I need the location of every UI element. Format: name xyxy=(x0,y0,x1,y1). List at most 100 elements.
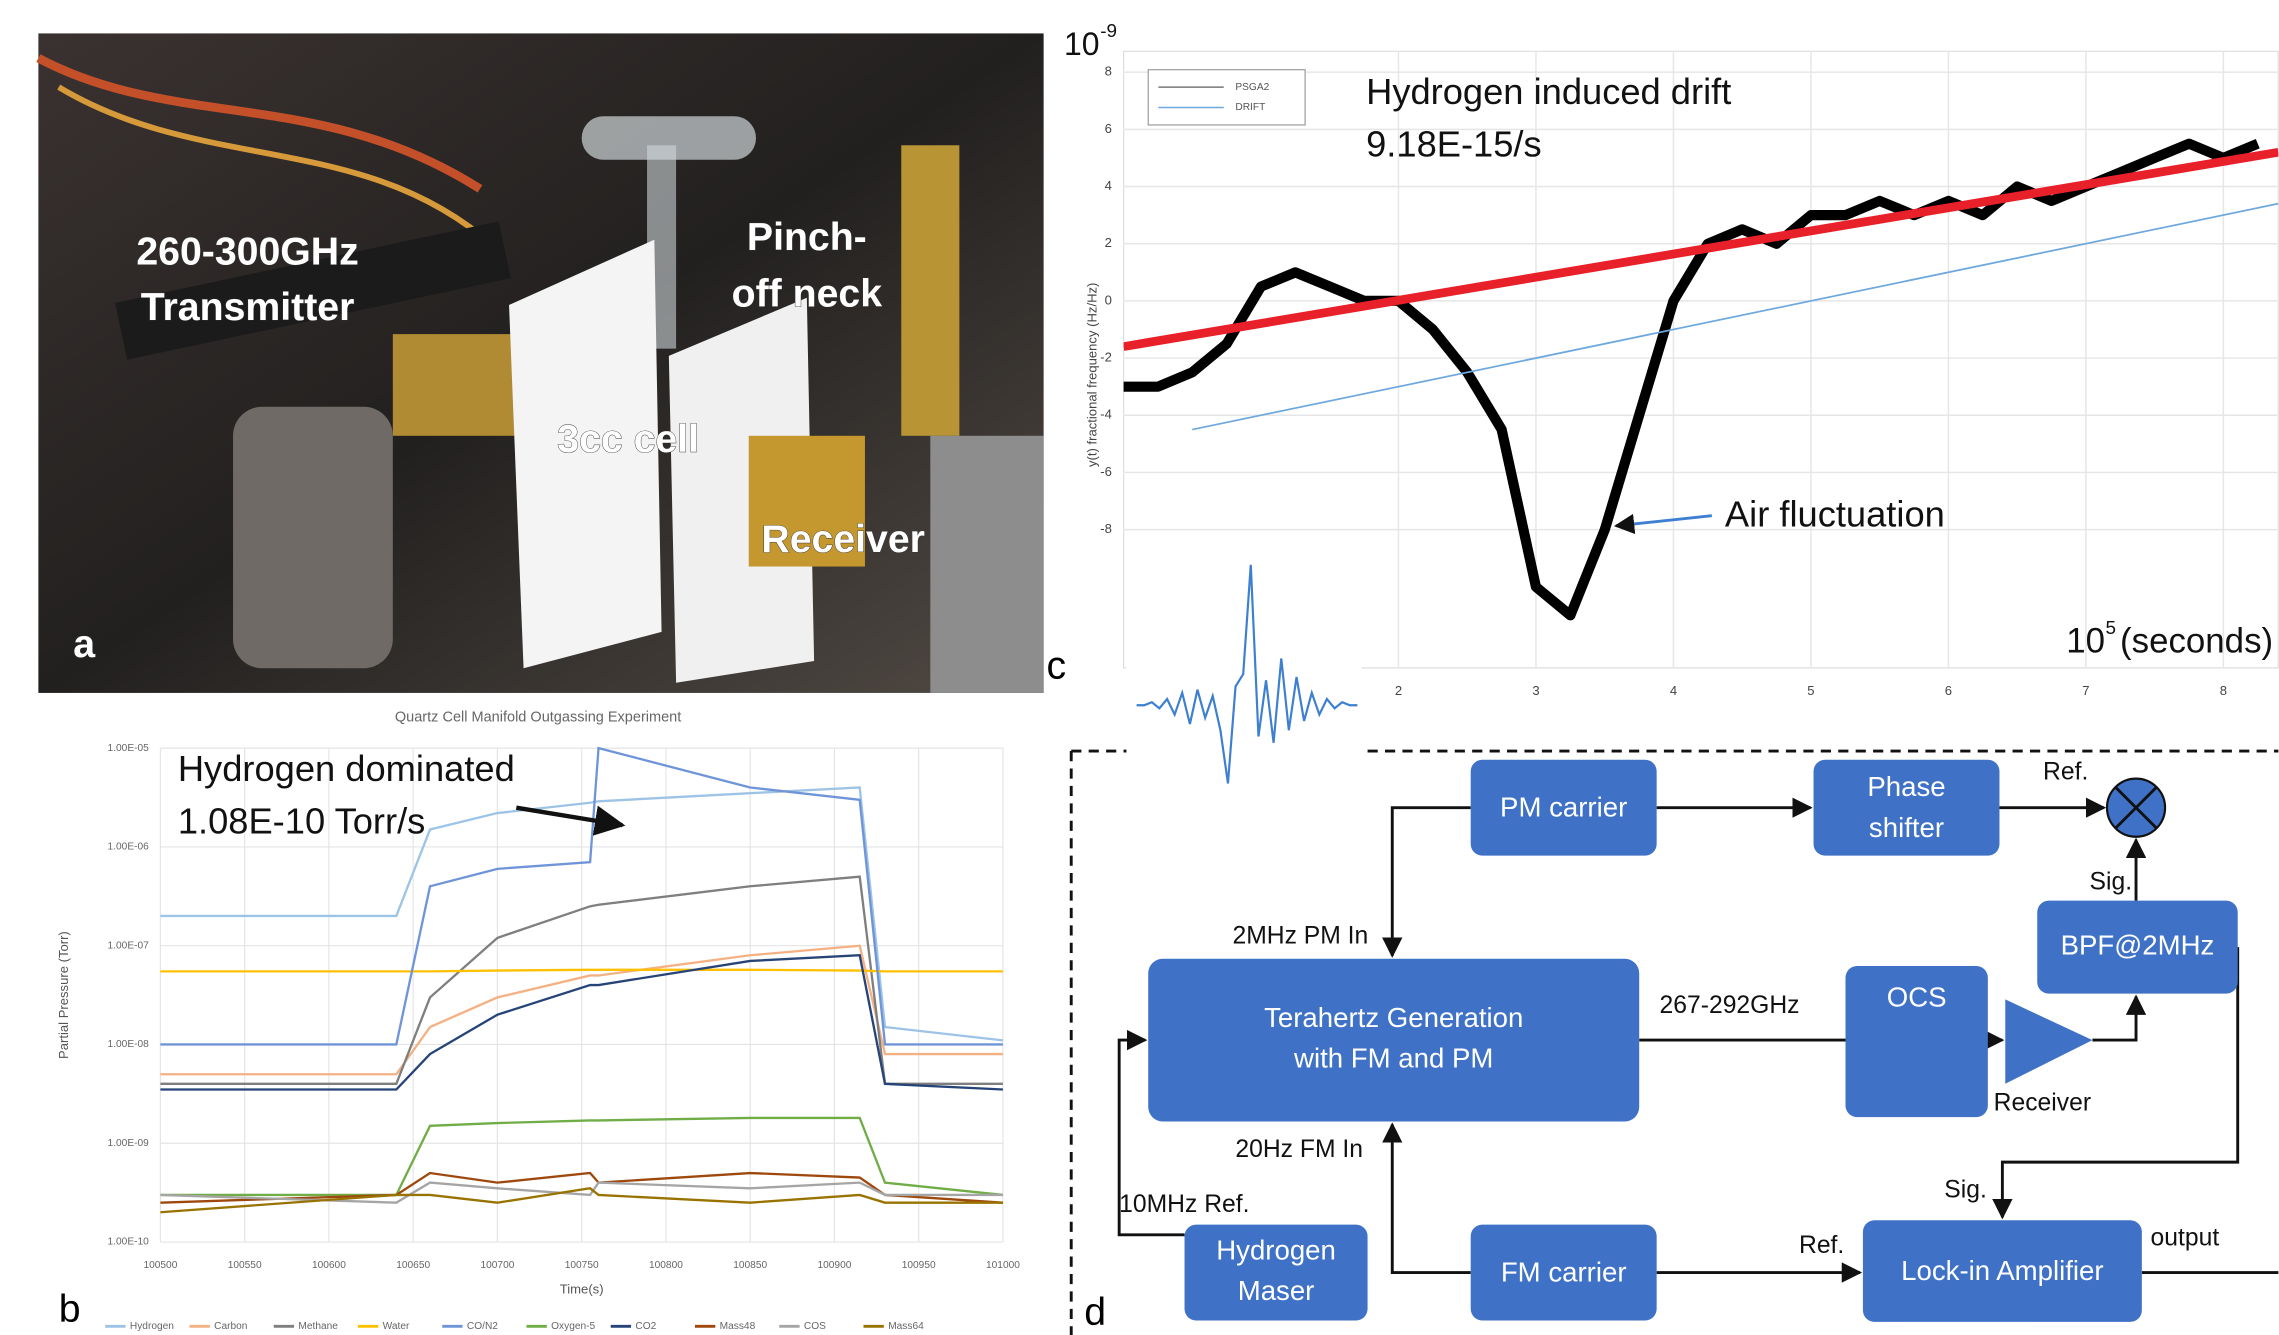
node-label: Maser xyxy=(1238,1275,1315,1306)
photo-callout: 260-300GHz xyxy=(136,230,358,274)
x-tick-label: 100650 xyxy=(396,1260,430,1271)
x-tick-label: 100950 xyxy=(902,1260,936,1271)
y-scale-base: 10 xyxy=(1064,26,1100,62)
photo-callout: Receiver xyxy=(761,517,925,561)
y-tick-label: -8 xyxy=(1100,521,1112,536)
photo-callout: off neck xyxy=(732,272,883,316)
x-axis-label: Time(s) xyxy=(560,1281,604,1296)
y-tick-label: 1.00E-07 xyxy=(108,940,150,951)
x-tick-label: 7 xyxy=(2082,683,2089,698)
x-tick-label: 8 xyxy=(2220,683,2227,698)
edge-label: output xyxy=(2151,1225,2220,1252)
legend-label: Carbon xyxy=(214,1321,247,1332)
node-label: Phase xyxy=(1867,771,1945,802)
x-tick-label: 100700 xyxy=(480,1260,514,1271)
node-label: PM carrier xyxy=(1500,791,1627,822)
x-tick-label: 101000 xyxy=(986,1260,1020,1271)
annotation: Hydrogen dominated xyxy=(178,748,515,789)
legend-label: COS xyxy=(804,1321,826,1332)
node-label: OCS xyxy=(1887,982,1947,1013)
edge-label: Ref. xyxy=(1799,1232,1844,1259)
y-tick-label: 0 xyxy=(1105,292,1112,307)
legend-label: Hydrogen xyxy=(130,1321,174,1332)
y-tick-label: -4 xyxy=(1100,407,1112,422)
node-label: Hydrogen xyxy=(1216,1234,1336,1265)
x-tick-label: 2 xyxy=(1395,683,1402,698)
edge-label: Ref. xyxy=(2043,758,2088,785)
y-tick-label: 1.00E-05 xyxy=(108,743,150,754)
photo-callout: Transmitter xyxy=(141,285,355,329)
photo: 260-300GHz Transmitter Pinch- off neck 3… xyxy=(38,33,1043,693)
y-tick-label: 6 xyxy=(1105,121,1112,136)
arrow xyxy=(1392,1124,1470,1272)
mount xyxy=(930,436,1043,693)
node xyxy=(1148,959,1639,1122)
y-tick-label: 4 xyxy=(1105,178,1112,193)
photo-callout: 3cc cell xyxy=(557,417,699,461)
y-scale-exponent: -9 xyxy=(1100,21,1117,42)
y-tick-label: 1.00E-09 xyxy=(108,1138,150,1149)
connector xyxy=(901,145,959,436)
arrow xyxy=(1392,808,1470,956)
legend-label: Water xyxy=(383,1321,410,1332)
y-axis-label: y(t) fractional frequency (Hz/Hz) xyxy=(1084,283,1099,467)
node-label: Lock-in Amplifier xyxy=(1901,1255,2103,1286)
panel-label: c xyxy=(1047,644,1067,688)
x-tick-label: 6 xyxy=(1945,683,1952,698)
x-scale-unit: (seconds) xyxy=(2120,622,2273,661)
legend-box xyxy=(1148,70,1305,125)
x-tick-label: 100600 xyxy=(312,1260,346,1271)
x-tick-label: 100850 xyxy=(733,1260,767,1271)
y-tick-label: 2 xyxy=(1105,235,1112,250)
x-tick-label: 100500 xyxy=(143,1260,177,1271)
legend-label: Mass48 xyxy=(720,1321,756,1332)
annotation: 9.18E-15/s xyxy=(1366,123,1542,164)
x-scale-base: 10 xyxy=(2066,622,2105,661)
node-label: FM carrier xyxy=(1501,1256,1627,1287)
annotation: Hydrogen induced drift xyxy=(1366,71,1731,112)
legend-label: Oxygen-5 xyxy=(551,1321,595,1332)
legend-label: CO/N2 xyxy=(467,1321,498,1332)
legend-label: DRIFT xyxy=(1235,102,1265,113)
edge-label: 2MHz PM In xyxy=(1232,922,1368,949)
edge-label: 267-292GHz xyxy=(1660,992,1800,1019)
x-tick-label: 100900 xyxy=(817,1260,851,1271)
edge-label: Sig. xyxy=(1944,1177,1987,1204)
legend-label: Mass64 xyxy=(888,1321,924,1332)
legend-label: Methane xyxy=(298,1321,338,1332)
legend-label: CO2 xyxy=(635,1321,656,1332)
x-tick-label: 4 xyxy=(1670,683,1677,698)
y-axis-label: Partial Pressure (Torr) xyxy=(56,931,71,1059)
chart-title: Quartz Cell Manifold Outgassing Experime… xyxy=(395,709,681,725)
horn xyxy=(393,334,524,436)
node-label: with FM and PM xyxy=(1293,1043,1493,1074)
amplifier xyxy=(2005,999,2092,1083)
panel-label: d xyxy=(1084,1290,1106,1334)
y-tick-label: 8 xyxy=(1105,64,1112,79)
edge-label: Receiver xyxy=(1994,1090,2091,1117)
y-tick-label: -2 xyxy=(1100,350,1112,365)
arrow xyxy=(2092,997,2136,1041)
x-tick-label: 100550 xyxy=(228,1260,262,1271)
y-tick-label: 1.00E-10 xyxy=(108,1237,150,1248)
photo-callout: Pinch- xyxy=(747,215,867,259)
post xyxy=(233,407,393,668)
panel-label: a xyxy=(73,622,96,666)
edge-label: 20Hz FM In xyxy=(1235,1136,1363,1163)
y-tick-label: 1.00E-06 xyxy=(108,842,150,853)
y-tick-label: -6 xyxy=(1100,464,1112,479)
node-label: Terahertz Generation xyxy=(1264,1002,1523,1033)
x-tick-label: 3 xyxy=(1532,683,1539,698)
x-tick-label: 5 xyxy=(1807,683,1814,698)
node-label: BPF@2MHz xyxy=(2061,929,2215,960)
x-tick-label: 100750 xyxy=(565,1260,599,1271)
legend-label: PSGA2 xyxy=(1235,82,1269,93)
node-label: shifter xyxy=(1869,812,1944,843)
panel-label: b xyxy=(59,1287,81,1331)
annotation: Air fluctuation xyxy=(1725,494,1945,535)
x-tick-label: 100800 xyxy=(649,1260,683,1271)
x-scale-exponent: 5 xyxy=(2106,618,2117,639)
edge-label: Sig. xyxy=(2090,869,2133,896)
y-tick-label: 1.00E-08 xyxy=(108,1039,150,1050)
edge-label: 10MHz Ref. xyxy=(1119,1191,1249,1218)
